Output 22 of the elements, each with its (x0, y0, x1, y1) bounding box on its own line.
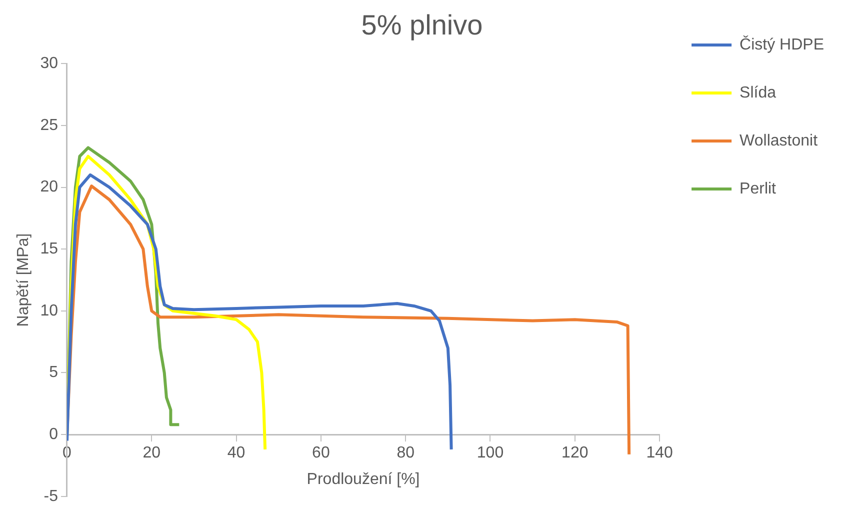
x-tick-label: 60 (312, 444, 330, 462)
y-tick-label: 0 (49, 426, 58, 443)
chart-title: 5% plnivo (361, 10, 483, 41)
y-tick-label: 15 (40, 240, 58, 258)
x-tick-label: 120 (562, 444, 588, 462)
y-tick-label: 20 (40, 178, 58, 196)
x-tick-label: 100 (476, 444, 504, 462)
y-tick-label: 10 (40, 302, 58, 320)
y-axis-title: Napětí [MPa] (15, 233, 32, 327)
x-tick-label: 20 (142, 444, 161, 462)
y-tick-label: 25 (40, 116, 58, 134)
x-tick-label: 140 (646, 444, 673, 462)
legend-label: Čistý HDPE (740, 35, 824, 54)
legend-label: Perlit (740, 180, 777, 198)
x-tick-label: 40 (227, 444, 246, 462)
x-tick-label: 80 (396, 444, 415, 462)
legend-label: Wollastonit (740, 132, 818, 150)
x-axis-title: Prodloužení [%] (306, 470, 420, 488)
y-tick-label: 5 (49, 364, 58, 382)
y-tick-label: 30 (40, 55, 58, 72)
y-tick-label: -5 (44, 488, 58, 505)
legend-label: Slída (740, 84, 776, 102)
